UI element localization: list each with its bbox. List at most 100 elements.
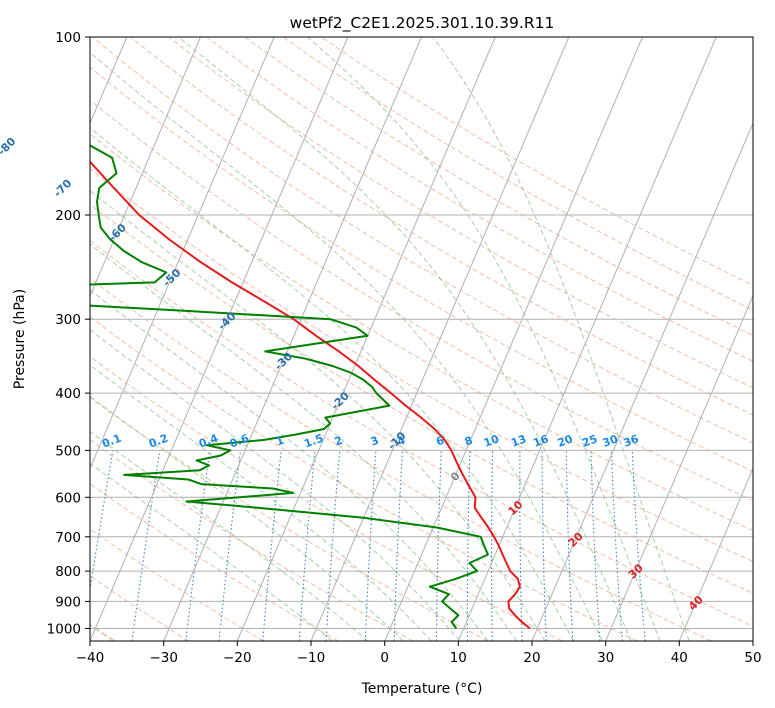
mixing-ratio-line [298,450,316,641]
y-tick-label: 800 [55,564,81,580]
mixing-ratio-line [90,450,114,593]
dry-adiabat [168,37,753,389]
x-tick-label: −30 [149,650,178,666]
isotherm-line [163,37,422,641]
moist-adiabat [90,289,489,641]
dry-adiabat [282,37,753,311]
isotherm-line [90,37,201,298]
y-tick-label: 200 [55,208,81,224]
y-tick-label: 500 [55,443,81,459]
dry-adiabat [90,397,488,641]
mixing-ratio-line [490,450,494,641]
mixing-ratio-label: 2 [333,434,345,449]
isotherm-label: 10 [506,498,526,518]
dry-adiabat [244,37,753,336]
isotherm-label: -10 [385,429,408,452]
x-tick-label: 40 [671,650,688,666]
y-tick-label: 100 [55,30,81,46]
y-axis-label: Pressure (hPa) [12,289,28,389]
dry-adiabat [90,528,264,641]
mixing-ratio-label: 1 [274,434,286,449]
isotherm-line [90,37,275,470]
y-tick-label: 1000 [47,622,81,638]
isotherm-line [752,639,753,641]
mixing-ratio-label: 10 [482,432,501,450]
dry-adiabat [90,483,339,641]
mixing-ratio-line [466,450,471,641]
mixing-ratio-label: 0.6 [228,432,251,451]
isotherm-line [605,294,753,641]
isotherm-line [90,37,349,641]
plot-frame [89,36,754,642]
dry-adiabat [90,277,712,641]
dry-adiabat [90,575,190,641]
isotherm-label: -70 [51,176,74,199]
dry-adiabat [90,99,753,502]
moist-adiabat [90,51,603,641]
y-tick-label: 600 [55,490,81,506]
moist-adiabat [178,37,632,641]
temperature-line [90,160,531,630]
moist-adiabat [90,127,575,641]
dry-adiabat [206,37,753,362]
mixing-ratio-label: 36 [622,432,641,450]
mixing-ratio-label: 16 [531,432,550,450]
isotherm-line [531,121,753,641]
mixing-ratio-label: 6 [434,434,446,449]
mixing-ratio-label: 0.4 [197,432,220,451]
mixing-ratio-line [218,450,242,641]
dry-adiabat [130,37,753,416]
mixing-ratio-line [185,450,211,641]
mixing-ratio-label: 30 [601,432,620,450]
dry-adiabat [90,66,753,472]
dry-adiabat [91,37,753,444]
y-tick-label: 400 [55,386,81,402]
profile-lines [90,144,531,630]
mixing-ratio-line [610,450,623,641]
x-tick-label: −40 [76,650,105,666]
x-tick-label: 30 [597,650,614,666]
dewpoint-line [90,144,489,630]
isotherm-line [678,467,753,641]
mixing-ratio-label: 13 [509,432,528,449]
dry-adiabat [90,356,563,641]
mixing-ratio-label: 3 [369,434,381,449]
moist-adiabat [307,37,661,641]
mixing-ratio-label: 1.5 [302,432,325,451]
moist-adiabat [90,364,432,641]
isotherm-line [310,37,570,641]
mixing-ratio-label: 4 [395,434,407,449]
mixing-ratio-label: 25 [580,432,599,449]
chart-title: wetPf2_C2E1.2025.301.10.39.R11 [290,14,555,33]
dry-adiabat [90,133,753,532]
x-axis: −40 −30 −20 −10 0 10 20 30 40 50 [76,641,762,666]
isotherm-line [457,37,717,641]
isotherm-label: -50 [160,266,183,289]
dry-adiabat [90,316,638,641]
x-tick-label: 50 [744,650,761,666]
background-lines [90,37,753,641]
x-tick-label: 10 [450,650,467,666]
mixing-ratio-label: 0.1 [100,432,123,451]
moist-adiabat [90,430,369,641]
moist-adiabat [90,329,461,641]
y-tick-label: 900 [55,594,81,610]
x-tick-label: −10 [297,650,326,666]
moist-adiabat [90,462,333,641]
moist-adiabat [90,190,546,641]
mixing-ratio-label: 20 [556,432,575,450]
x-axis-label: Temperature (°C) [361,681,483,697]
isotherm-label: -60 [106,221,129,244]
isotherm-line [236,37,496,641]
x-tick-label: 20 [523,650,540,666]
moist-adiabat [90,243,517,641]
y-axis: 100 200 300 400 500 600 700 800 900 1000 [47,30,90,638]
isotherm-label: 20 [566,530,586,550]
x-tick-label: −20 [223,650,252,666]
isotherm-label: 30 [626,561,646,581]
isotherm-line [384,37,643,641]
moist-adiabat [432,37,690,641]
y-tick-label: 300 [55,312,81,328]
dry-adiabat [90,168,753,563]
